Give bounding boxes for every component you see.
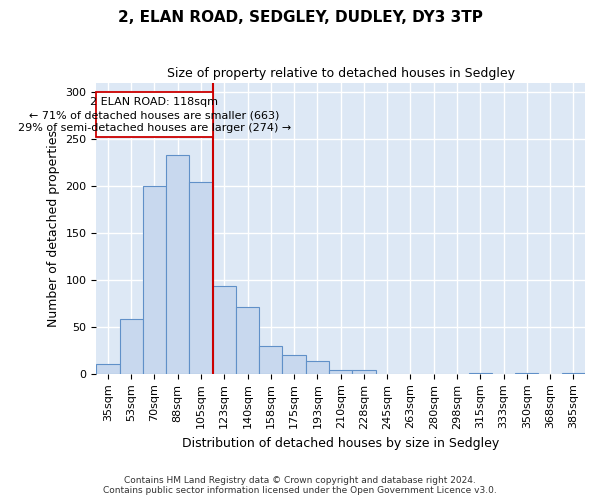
- Bar: [562, 373, 585, 374]
- Bar: [96, 364, 119, 374]
- Y-axis label: Number of detached properties: Number of detached properties: [47, 130, 60, 327]
- Bar: [469, 373, 492, 374]
- Text: ← 71% of detached houses are smaller (663): ← 71% of detached houses are smaller (66…: [29, 110, 280, 120]
- Text: 2 ELAN ROAD: 118sqm: 2 ELAN ROAD: 118sqm: [91, 97, 218, 107]
- X-axis label: Distribution of detached houses by size in Sedgley: Distribution of detached houses by size …: [182, 437, 499, 450]
- FancyBboxPatch shape: [96, 92, 212, 136]
- Bar: [166, 156, 190, 374]
- Bar: [329, 370, 352, 374]
- Bar: [283, 355, 306, 374]
- Text: 29% of semi-detached houses are larger (274) →: 29% of semi-detached houses are larger (…: [18, 124, 291, 134]
- Bar: [352, 370, 376, 374]
- Text: Contains HM Land Registry data © Crown copyright and database right 2024.
Contai: Contains HM Land Registry data © Crown c…: [103, 476, 497, 495]
- Text: 2, ELAN ROAD, SEDGLEY, DUDLEY, DY3 3TP: 2, ELAN ROAD, SEDGLEY, DUDLEY, DY3 3TP: [118, 10, 482, 25]
- Bar: [259, 346, 283, 374]
- Bar: [212, 286, 236, 374]
- Bar: [236, 307, 259, 374]
- Bar: [515, 373, 538, 374]
- Bar: [143, 186, 166, 374]
- Bar: [306, 360, 329, 374]
- Title: Size of property relative to detached houses in Sedgley: Size of property relative to detached ho…: [167, 68, 515, 80]
- Bar: [119, 320, 143, 374]
- Bar: [190, 182, 212, 374]
